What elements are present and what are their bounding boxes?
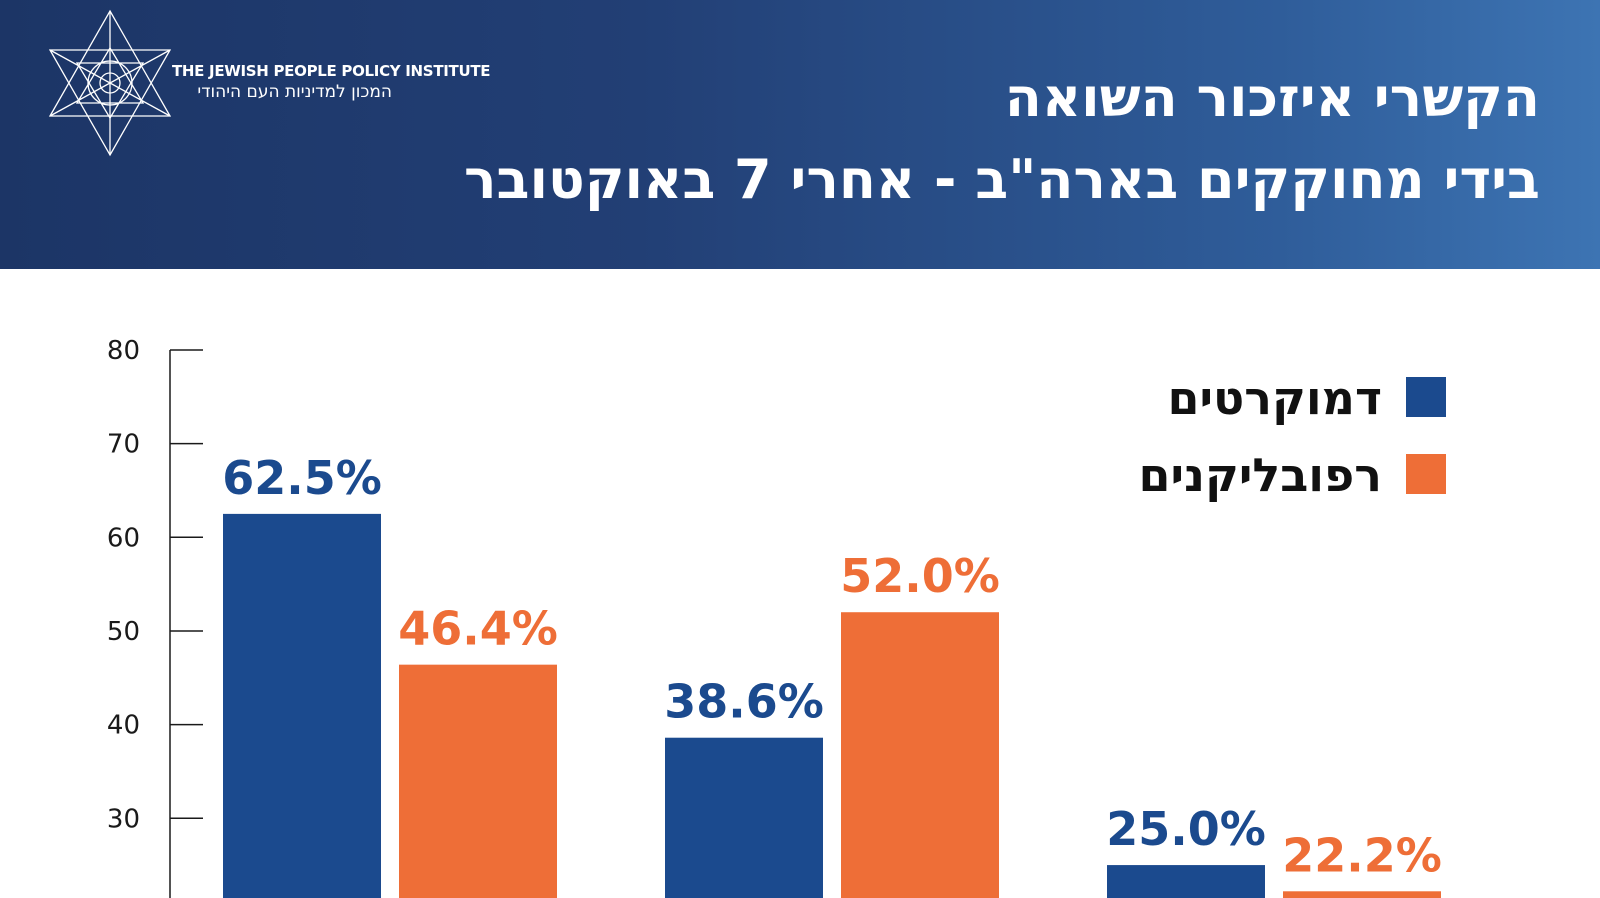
header-banner: THE JEWISH PEOPLE POLICY INSTITUTE המכון… — [0, 0, 1600, 269]
bar-republicans-2 — [841, 612, 999, 898]
y-tick-label: 70 — [107, 430, 140, 460]
y-tick-label: 30 — [107, 804, 140, 834]
y-tick-label: 40 — [107, 711, 140, 741]
y-axis-ticks: 80 70 60 50 40 30 — [107, 336, 203, 834]
institute-logo-icon — [48, 9, 172, 157]
bar-democrats-3 — [1107, 865, 1265, 898]
bar-democrats-2 — [665, 737, 823, 898]
org-name-english: THE JEWISH PEOPLE POLICY INSTITUTE — [172, 62, 491, 80]
legend-swatch-republicans — [1406, 454, 1446, 494]
data-label-republicans-2: 52.0% — [840, 549, 1000, 603]
bars-group — [223, 513, 1441, 898]
data-label-democrats-2: 38.6% — [664, 675, 824, 729]
legend-label-republicans: רפובליקנים — [1139, 448, 1382, 502]
y-tick-label: 60 — [107, 523, 140, 553]
page-title-line-2: בידי מחוקקים בארה"ב - אחרי 7 באוקטובר — [464, 148, 1540, 211]
legend-swatch-democrats — [1406, 377, 1446, 417]
legend: דמוקרטים רפובליקנים — [1139, 371, 1446, 502]
y-tick-label: 80 — [107, 336, 140, 366]
y-tick-label: 50 — [107, 617, 140, 647]
data-label-republicans-3: 22.2% — [1282, 828, 1442, 882]
data-label-democrats-3: 25.0% — [1106, 802, 1266, 856]
data-label-republicans-1: 46.4% — [398, 602, 558, 656]
bar-chart: 80 70 60 50 40 30 62.5% 38.6% 25.0% 46.4% 52.0% 22… — [107, 336, 1446, 898]
page-title-line-1: הקשרי איזכור השואה — [1004, 66, 1540, 129]
legend-label-democrats: דמוקרטים — [1167, 371, 1382, 425]
bar-democrats-1 — [223, 513, 381, 898]
bar-republicans-3 — [1283, 891, 1441, 898]
org-name-hebrew: המכון למדיניות העם היהודי — [197, 82, 392, 102]
data-label-democrats-1: 62.5% — [222, 451, 382, 505]
bar-republicans-1 — [399, 664, 557, 898]
data-labels-group: 62.5% 38.6% 25.0% 46.4% 52.0% 22.2% — [222, 451, 1442, 882]
